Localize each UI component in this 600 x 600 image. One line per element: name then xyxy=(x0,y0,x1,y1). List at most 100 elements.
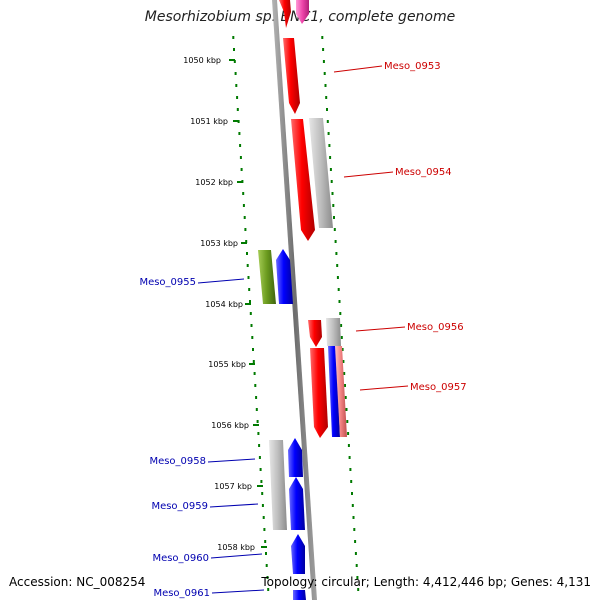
track-dot xyxy=(256,420,259,423)
gene-arrow[interactable] xyxy=(279,0,291,28)
track-dot xyxy=(356,576,359,579)
tick-label: 1053 kbp xyxy=(200,239,238,248)
genome-backbone xyxy=(272,0,317,600)
gene-arrow[interactable] xyxy=(276,249,293,304)
gene-arrow[interactable] xyxy=(293,590,306,600)
reverse-strand-genes xyxy=(258,249,306,600)
track-dot xyxy=(350,480,353,483)
track-dot xyxy=(340,324,343,327)
track-dot xyxy=(232,36,235,39)
gene-label[interactable]: Meso_0959 xyxy=(151,501,208,512)
track-dot xyxy=(249,300,251,303)
track-dot xyxy=(248,288,251,291)
track-dot xyxy=(335,252,338,255)
track-dot xyxy=(236,96,239,99)
track-dot xyxy=(327,132,330,135)
track-dot xyxy=(352,516,355,519)
track-dot xyxy=(351,492,353,495)
track-dot xyxy=(251,336,254,339)
track-dot xyxy=(322,60,325,63)
gene-arrow[interactable] xyxy=(296,0,309,24)
gene-arrow[interactable] xyxy=(269,440,287,530)
track-dot xyxy=(254,384,257,387)
forward-strand-genes xyxy=(279,0,347,438)
track-dot xyxy=(353,528,356,531)
track-dot xyxy=(255,408,258,411)
track-dot xyxy=(252,360,255,363)
gene-arrow[interactable] xyxy=(288,438,303,477)
gene-label[interactable]: Meso_0960 xyxy=(152,553,209,564)
track-dot xyxy=(255,396,258,399)
gene-arrow[interactable] xyxy=(335,346,347,437)
track-dot xyxy=(354,540,357,543)
track-dot xyxy=(328,144,331,147)
gene-label[interactable]: Meso_0957 xyxy=(410,382,467,393)
track-dot xyxy=(336,276,339,279)
connector-line xyxy=(355,326,406,332)
gene-label[interactable]: Meso_0961 xyxy=(153,588,210,599)
gene-arrow[interactable] xyxy=(308,320,322,347)
scale-ticks: 1050 kbp 1051 kbp 1052 kbp 1053 kbp 1054… xyxy=(183,56,267,552)
accession-text: Accession: NC_008254 xyxy=(9,575,146,589)
track-dot xyxy=(239,156,242,159)
connector-line xyxy=(359,385,409,391)
track-dot xyxy=(344,384,346,387)
track-dot xyxy=(246,252,248,255)
track-dot xyxy=(333,228,336,231)
topology-text: Topology: circular; Length: 4,412,446 bp… xyxy=(261,575,591,589)
track-dot xyxy=(247,276,250,279)
gene-arrow[interactable] xyxy=(289,477,305,530)
gene-arrow[interactable] xyxy=(310,348,328,438)
track-dot xyxy=(244,228,247,231)
track-boundary-dots xyxy=(232,36,360,591)
gene-label[interactable]: Meso_0953 xyxy=(384,61,441,72)
gene-label[interactable]: Meso_0958 xyxy=(149,456,206,467)
track-dot xyxy=(258,456,261,459)
track-dot xyxy=(243,216,246,219)
track-dot xyxy=(250,324,253,327)
track-dot xyxy=(240,168,243,171)
track-dot xyxy=(263,528,266,531)
gene-label[interactable]: Meso_0954 xyxy=(395,167,452,178)
gene-label[interactable]: Meso_0956 xyxy=(407,322,464,333)
gene-label[interactable]: Meso_0955 xyxy=(139,277,196,288)
tick-label: 1055 kbp xyxy=(208,360,246,369)
track-dot xyxy=(235,84,238,87)
track-dot xyxy=(325,96,328,99)
track-dot xyxy=(342,360,345,363)
track-dot xyxy=(246,264,249,267)
track-dot xyxy=(252,348,254,351)
connector-line xyxy=(343,171,394,178)
track-dot xyxy=(336,264,339,267)
label-connectors xyxy=(197,65,409,594)
gene-arrow[interactable] xyxy=(309,118,333,228)
tick-label: 1050 kbp xyxy=(183,56,221,65)
track-dot xyxy=(262,516,265,519)
track-dot xyxy=(321,36,324,39)
track-dot xyxy=(233,48,235,51)
track-dot xyxy=(329,156,332,159)
connector-line xyxy=(333,65,383,73)
track-dot xyxy=(337,288,340,291)
gene-arrow[interactable] xyxy=(326,318,341,346)
tick-label: 1051 kbp xyxy=(190,117,228,126)
gene-arrow[interactable] xyxy=(283,38,300,114)
track-dot xyxy=(238,132,241,135)
track-dot xyxy=(234,72,237,75)
track-dot xyxy=(249,312,252,315)
track-dot xyxy=(354,552,357,555)
track-dot xyxy=(326,120,329,123)
gene-arrow[interactable] xyxy=(291,534,305,574)
connector-line xyxy=(209,503,259,508)
tick-label: 1054 kbp xyxy=(205,300,243,309)
track-dot xyxy=(329,168,332,171)
track-dot xyxy=(334,240,337,243)
track-dot xyxy=(239,144,242,147)
gene-arrow[interactable] xyxy=(291,119,315,241)
track-dot xyxy=(242,204,245,207)
track-dot xyxy=(341,348,344,351)
gene-arrow[interactable] xyxy=(258,250,276,304)
track-dot xyxy=(253,372,256,375)
track-dot xyxy=(339,312,342,315)
